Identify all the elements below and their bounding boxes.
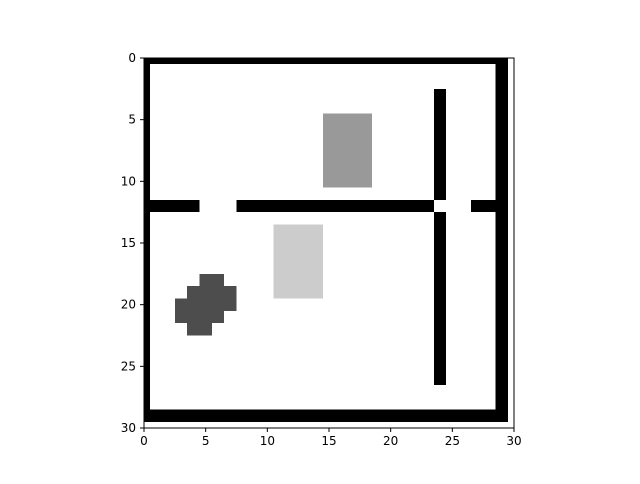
region-dark-blob-3 xyxy=(174,298,225,324)
region-vertical-wall-lower xyxy=(433,212,447,385)
region-medium-gray-block xyxy=(322,113,373,188)
region-vertical-wall-upper xyxy=(433,88,447,200)
plot-area xyxy=(144,58,514,428)
region-right-wall xyxy=(495,58,508,422)
y-tick-label: 25 xyxy=(121,359,136,373)
y-tick-label: 5 xyxy=(128,113,136,127)
region-dark-blob-4 xyxy=(187,323,212,336)
region-light-gray-block xyxy=(273,224,323,299)
x-tick-label: 20 xyxy=(383,434,398,448)
y-tick-label: 10 xyxy=(121,174,136,188)
x-tick-label: 15 xyxy=(321,434,336,448)
x-tick-label: 25 xyxy=(445,434,460,448)
y-axis: 0 5 10 15 20 25 30 xyxy=(121,51,144,435)
region-horizontal-wall-c xyxy=(470,199,496,213)
region-left-wall xyxy=(144,58,151,422)
region-bottom-wall xyxy=(144,409,508,422)
x-axis: 0 5 10 15 20 25 30 xyxy=(140,428,522,448)
y-tick-label: 30 xyxy=(121,421,136,435)
y-tick-label: 0 xyxy=(128,51,136,65)
x-tick-label: 30 xyxy=(506,434,521,448)
region-dark-blob-1 xyxy=(199,273,225,287)
region-horizontal-wall-b xyxy=(236,199,434,213)
region-top-wall xyxy=(144,58,508,65)
region-horizontal-wall-a xyxy=(150,199,200,213)
x-tick-label: 5 xyxy=(202,434,210,448)
x-tick-label: 0 xyxy=(140,434,148,448)
y-tick-label: 20 xyxy=(121,298,136,312)
x-tick-label: 10 xyxy=(260,434,275,448)
y-tick-label: 15 xyxy=(121,236,136,250)
